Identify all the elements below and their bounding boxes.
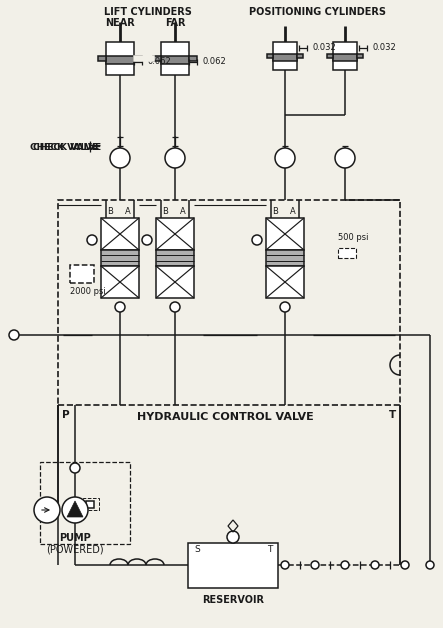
Bar [297, 54, 303, 58]
Circle shape [227, 531, 239, 543]
Bar [281, 154, 289, 162]
Text: HYDRAULIC CONTROL VALVE: HYDRAULIC CONTROL VALVE [136, 412, 313, 422]
Text: B: B [272, 207, 278, 215]
Bar [327, 54, 333, 58]
Circle shape [426, 561, 434, 569]
Bar [58, 200, 400, 405]
Bar [188, 543, 278, 588]
Text: A: A [290, 207, 296, 215]
Bar [101, 250, 139, 266]
Bar [338, 248, 356, 258]
Bar [70, 265, 94, 283]
Bar [333, 54, 357, 61]
Bar [266, 250, 304, 266]
Bar [86, 501, 94, 508]
Bar [161, 56, 189, 64]
Bar [341, 154, 349, 162]
Bar [83, 498, 99, 510]
Circle shape [142, 235, 152, 245]
Polygon shape [67, 501, 83, 517]
Circle shape [275, 148, 295, 168]
Bar [161, 42, 189, 75]
Circle shape [70, 463, 80, 473]
Circle shape [401, 561, 409, 569]
Text: POSITIONING CYLINDERS: POSITIONING CYLINDERS [249, 7, 386, 17]
Text: T: T [267, 546, 272, 555]
Bar [266, 266, 304, 298]
Text: RESERVOIR: RESERVOIR [202, 595, 264, 605]
Bar [40, 462, 130, 544]
Circle shape [115, 302, 125, 312]
Bar [156, 250, 194, 266]
Bar [266, 218, 304, 250]
Text: 0.062: 0.062 [148, 58, 172, 67]
Text: CHECK VALVE: CHECK VALVE [30, 144, 98, 153]
Text: P: P [62, 410, 70, 420]
Circle shape [252, 235, 262, 245]
Bar [273, 54, 297, 61]
Circle shape [110, 148, 130, 168]
Text: FAR: FAR [165, 18, 185, 28]
Circle shape [34, 497, 60, 523]
Circle shape [62, 497, 88, 523]
Bar [267, 54, 273, 58]
Bar [134, 56, 142, 61]
Text: A: A [125, 207, 131, 215]
Bar [98, 56, 106, 61]
Text: B: B [107, 207, 113, 215]
Text: 500 psi: 500 psi [338, 232, 369, 242]
Text: 0.032: 0.032 [373, 43, 397, 53]
Bar [333, 42, 357, 70]
Circle shape [9, 330, 19, 340]
Circle shape [87, 235, 97, 245]
Bar [101, 218, 139, 250]
Bar [156, 266, 194, 298]
Text: 2000 psi: 2000 psi [70, 288, 106, 296]
Text: A: A [180, 207, 186, 215]
Bar [189, 56, 197, 61]
Circle shape [281, 561, 289, 569]
Text: PUMP: PUMP [59, 533, 91, 543]
Text: (POWERED): (POWERED) [46, 545, 104, 555]
Circle shape [341, 561, 349, 569]
Bar [106, 42, 134, 75]
Bar [156, 218, 194, 250]
Circle shape [371, 561, 379, 569]
Circle shape [165, 148, 185, 168]
Text: NEAR: NEAR [105, 18, 135, 28]
Text: 0.032: 0.032 [313, 43, 337, 53]
Circle shape [170, 302, 180, 312]
Bar [106, 56, 134, 64]
Text: 0.062: 0.062 [203, 58, 227, 67]
Bar [273, 42, 297, 70]
Bar [134, 56, 154, 61]
Text: LIFT CYLINDERS: LIFT CYLINDERS [104, 7, 192, 17]
Bar [101, 266, 139, 298]
Circle shape [280, 302, 290, 312]
Text: S: S [194, 546, 200, 555]
Bar [171, 154, 179, 162]
Text: B: B [162, 207, 168, 215]
Circle shape [335, 148, 355, 168]
Circle shape [311, 561, 319, 569]
Bar [116, 154, 124, 162]
Text: CHECK VALVE: CHECK VALVE [33, 144, 101, 153]
Text: T: T [389, 410, 396, 420]
Bar [357, 54, 363, 58]
Bar [153, 56, 161, 61]
